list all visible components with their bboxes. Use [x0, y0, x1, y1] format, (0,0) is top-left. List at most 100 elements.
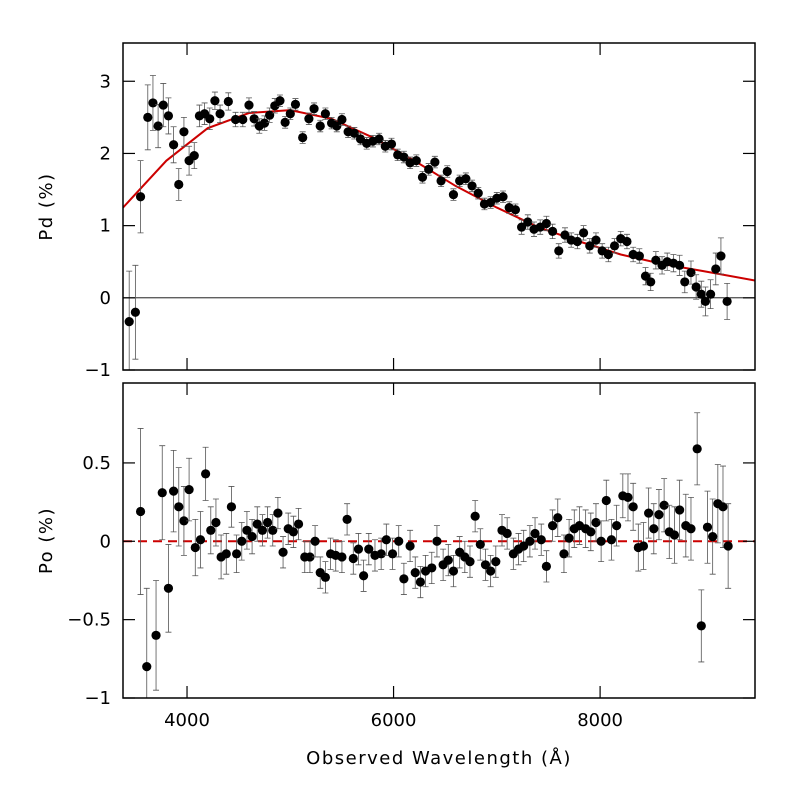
- plot-frame: [122, 42, 756, 371]
- data-point: [646, 277, 656, 287]
- data-point: [541, 218, 551, 229]
- y-tick-label: −1: [84, 360, 111, 381]
- data-point: [215, 109, 225, 119]
- data-point: [359, 571, 369, 581]
- data-point: [553, 513, 563, 523]
- data-point: [399, 574, 409, 584]
- data-point: [692, 444, 702, 454]
- plot-area: [123, 412, 755, 698]
- y-axis-label: Pd (%): [36, 172, 57, 240]
- data-point: [651, 255, 661, 265]
- data-point: [223, 96, 233, 107]
- data-point: [288, 527, 298, 537]
- data-point: [586, 527, 596, 537]
- plot-frame: [122, 382, 756, 699]
- data-point: [169, 140, 179, 150]
- data-point: [547, 226, 558, 237]
- data-point: [491, 557, 501, 567]
- data-point: [465, 557, 475, 567]
- data-point: [659, 500, 669, 510]
- data-point: [560, 230, 570, 240]
- data-point: [470, 511, 480, 521]
- data-point: [130, 307, 140, 317]
- y-tick-label: 0: [100, 531, 111, 552]
- data-point: [606, 535, 617, 545]
- model-line: [123, 109, 755, 282]
- data-point: [591, 517, 601, 528]
- data-point: [405, 541, 415, 551]
- data-point: [649, 524, 659, 534]
- data-point: [135, 192, 146, 202]
- data-point: [298, 132, 308, 143]
- data-point: [237, 536, 247, 546]
- data-point: [442, 166, 452, 177]
- data-point: [174, 502, 184, 512]
- x-tick-label: 8000: [577, 710, 623, 731]
- data-point: [273, 508, 283, 518]
- y-tick-label: 1: [100, 216, 111, 237]
- data-point: [381, 535, 391, 545]
- data-point: [201, 469, 211, 479]
- data-point: [262, 517, 273, 528]
- data-point: [427, 563, 437, 573]
- data-point: [411, 156, 421, 166]
- data-point: [585, 241, 595, 251]
- data-point: [702, 522, 713, 532]
- data-point: [517, 222, 527, 232]
- data-point: [290, 99, 301, 109]
- data-point: [424, 164, 434, 174]
- data-point: [275, 96, 285, 106]
- data-point: [448, 189, 459, 200]
- data-point: [230, 114, 241, 125]
- x-axis-label: Observed Wavelength (Å): [306, 747, 572, 769]
- data-point: [249, 114, 259, 124]
- data-point: [206, 525, 216, 535]
- y-tick-label: −1: [84, 688, 111, 709]
- data-point: [638, 541, 649, 551]
- data-point: [536, 535, 546, 545]
- x-tick-label: 4000: [164, 710, 210, 731]
- data-point: [578, 228, 589, 238]
- data-point: [525, 536, 535, 546]
- data-point: [210, 96, 220, 106]
- data-point: [461, 174, 471, 184]
- data-point: [348, 553, 358, 564]
- data-point: [163, 111, 174, 121]
- data-point: [349, 128, 359, 138]
- data-point: [259, 118, 270, 128]
- data-point: [502, 528, 512, 539]
- data-point: [473, 188, 483, 198]
- y-tick-label: 0.5: [82, 453, 111, 474]
- data-point: [280, 117, 290, 128]
- data-point: [467, 181, 477, 191]
- data-point: [337, 114, 347, 125]
- data-point: [179, 516, 189, 526]
- data-point: [157, 488, 167, 498]
- data-point: [612, 521, 622, 531]
- data-point: [353, 544, 364, 554]
- data-point: [399, 152, 409, 162]
- data-point: [285, 109, 295, 119]
- data-point: [211, 517, 221, 528]
- y-tick-label: 2: [100, 143, 111, 164]
- plot-area: [123, 75, 755, 370]
- data-point: [547, 521, 558, 531]
- data-point: [415, 577, 426, 587]
- data-point: [591, 235, 601, 245]
- data-point: [498, 192, 508, 202]
- data-point: [711, 264, 721, 274]
- data-point: [675, 260, 685, 270]
- data-point: [609, 241, 620, 251]
- data-point: [686, 524, 696, 534]
- data-point: [293, 519, 304, 529]
- data-point: [148, 98, 158, 108]
- data-point: [195, 535, 206, 545]
- data-point: [163, 583, 174, 593]
- data-point: [265, 110, 275, 120]
- data-point: [374, 134, 384, 144]
- data-point: [675, 505, 685, 515]
- data-point: [696, 621, 706, 631]
- data-point: [680, 277, 690, 287]
- data-point: [247, 531, 257, 542]
- data-point: [205, 114, 215, 124]
